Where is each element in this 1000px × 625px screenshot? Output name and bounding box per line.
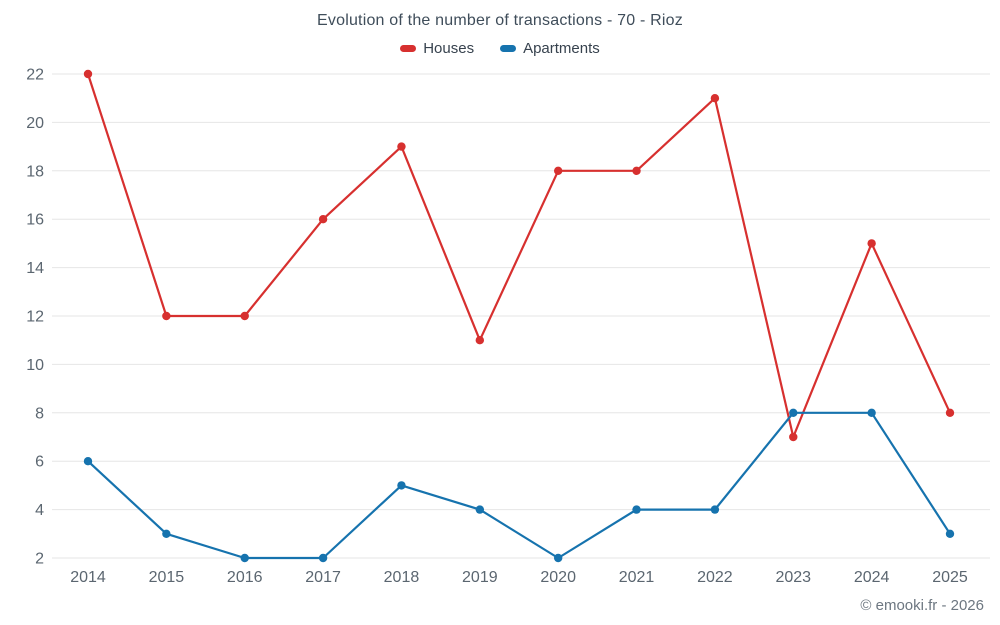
y-tick-label: 16: [26, 212, 44, 229]
houses-marker: [553, 166, 563, 175]
x-tick-label: 2018: [384, 569, 420, 586]
x-tick-label: 2023: [775, 569, 811, 586]
y-tick-label: 8: [35, 405, 44, 422]
legend: Houses Apartments: [0, 40, 1000, 57]
apartments-marker: [710, 505, 720, 514]
apartments-marker: [553, 553, 563, 563]
chart-title: Evolution of the number of transactions …: [317, 12, 683, 29]
apartments-marker: [318, 553, 328, 563]
houses-marker: [162, 311, 171, 321]
apartments-marker: [397, 481, 406, 490]
x-tick-label: 2016: [227, 569, 263, 586]
y-tick-label: 2: [35, 551, 44, 568]
credit-text[interactable]: © emooki.fr - 2026: [860, 597, 984, 614]
apartments-marker: [162, 529, 171, 538]
houses-marker: [318, 215, 328, 224]
houses-marker: [867, 239, 876, 248]
houses-marker: [789, 432, 798, 442]
y-tick-label: 4: [35, 502, 44, 519]
x-tick-label: 2020: [540, 569, 576, 586]
apartments-marker: [632, 505, 641, 514]
legend-item-apartments[interactable]: Apartments: [500, 40, 600, 57]
x-tick-label: 2017: [305, 569, 341, 586]
x-tick-label: 2014: [70, 569, 106, 586]
apartments-marker: [789, 408, 798, 417]
x-tick-label: 2025: [932, 569, 968, 586]
y-tick-label: 22: [26, 67, 44, 84]
houses-marker: [83, 69, 93, 79]
x-tick-label: 2024: [854, 569, 890, 586]
houses-marker: [240, 311, 249, 321]
y-tick-label: 14: [26, 260, 44, 277]
houses-marker: [945, 408, 955, 417]
houses-marker: [632, 166, 641, 175]
y-tick-label: 10: [26, 357, 44, 374]
apartments-marker: [945, 529, 955, 538]
houses-line: [86, 72, 952, 439]
x-tick-label: 2015: [149, 569, 185, 586]
y-tick-label: 18: [26, 163, 44, 180]
legend-label-houses: Houses: [423, 40, 475, 57]
apartments-marker: [867, 408, 876, 417]
y-tick-label: 20: [26, 115, 44, 132]
apartments-marker: [83, 457, 93, 466]
x-tick-label: 2019: [462, 569, 498, 586]
legend-label-apartments: Apartments: [523, 40, 600, 57]
y-tick-label: 6: [35, 454, 44, 471]
apartments-line: [86, 411, 952, 560]
apartments-swatch-icon: [500, 45, 517, 52]
y-tick-label: 12: [26, 309, 44, 326]
x-tick-label: 2022: [697, 569, 733, 586]
houses-swatch-icon: [400, 45, 417, 52]
x-tick-label: 2021: [619, 569, 655, 586]
houses-marker: [710, 94, 720, 103]
legend-item-houses[interactable]: Houses: [400, 40, 474, 57]
houses-marker: [475, 336, 485, 345]
apartments-marker: [475, 505, 485, 514]
apartments-marker: [240, 553, 249, 563]
houses-marker: [397, 142, 406, 151]
